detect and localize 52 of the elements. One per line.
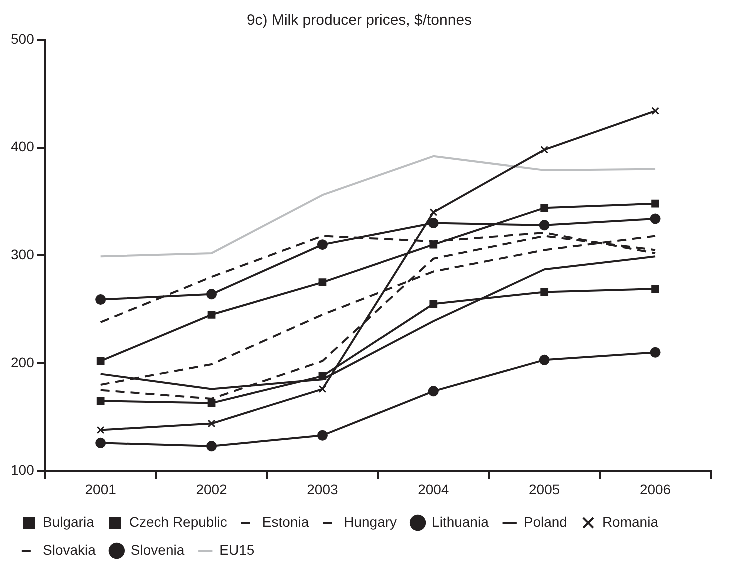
point: [318, 278, 327, 286]
legend-label: Poland: [524, 514, 568, 530]
legend-label: Slovakia: [43, 542, 96, 558]
point: [208, 420, 216, 428]
legend-label: Bulgaria: [43, 514, 95, 530]
legend-label: EU15: [220, 542, 255, 558]
point: [96, 438, 106, 448]
point: [540, 288, 549, 296]
point: [428, 386, 439, 397]
legend-label: Romania: [602, 514, 659, 530]
legend-label: Lithuania: [432, 514, 490, 530]
chart-title: 9c) Milk producer prices, $/tonnes: [246, 12, 472, 30]
legend-label: Hungary: [344, 514, 398, 530]
point: [317, 430, 328, 441]
legend-label: Czech Republic: [129, 514, 228, 530]
point: [318, 372, 327, 380]
x-tick-label: 2005: [529, 481, 560, 498]
legend-label: Slovenia: [130, 542, 185, 558]
point: [206, 289, 218, 300]
y-tick-label: 100: [11, 462, 35, 478]
x-tick-label: 2004: [418, 481, 450, 498]
point: [96, 357, 105, 366]
point: [428, 218, 439, 229]
y-tick-label: 500: [11, 30, 35, 47]
point: [540, 204, 549, 212]
point: [652, 200, 660, 208]
legend-label: Estonia: [262, 514, 310, 530]
point: [650, 214, 661, 224]
point: [96, 397, 105, 406]
point: [208, 399, 216, 408]
point: [652, 285, 660, 293]
point: [539, 220, 550, 231]
point: [208, 310, 216, 319]
point: [652, 107, 660, 116]
point: [430, 208, 438, 216]
point: [539, 354, 550, 366]
x-tick-label: 2003: [307, 481, 338, 498]
x-tick-label: 2002: [196, 481, 228, 498]
y-tick-label: 300: [11, 246, 35, 262]
point: [317, 240, 328, 250]
point: [206, 441, 218, 452]
point: [650, 347, 661, 358]
point: [318, 385, 327, 394]
point: [96, 426, 105, 434]
point: [430, 300, 438, 308]
y-tick-label: 400: [11, 138, 35, 155]
x-tick-label: 2001: [85, 481, 117, 498]
y-tick-label: 200: [11, 354, 35, 370]
point: [540, 146, 549, 154]
point: [96, 294, 106, 306]
x-tick-label: 2006: [640, 481, 672, 498]
point: [430, 240, 438, 249]
